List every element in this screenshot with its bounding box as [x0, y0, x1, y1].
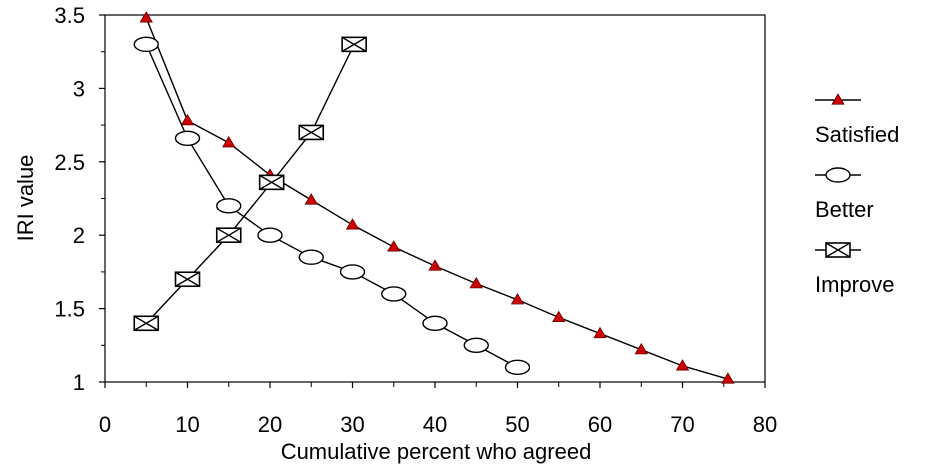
y-axis-title: IRI value — [13, 155, 38, 242]
marker-cross — [259, 174, 285, 190]
legend-marker-better — [825, 167, 851, 183]
x-tick-label: 70 — [670, 412, 694, 437]
data-point-better — [339, 264, 366, 280]
marker-cross — [341, 36, 367, 52]
x-axis-title: Cumulative percent who agreed — [281, 439, 592, 464]
y-tick-label: 1 — [73, 370, 85, 395]
series-improve — [133, 36, 367, 332]
legend-item-satisfied: Satisfied — [815, 93, 899, 147]
data-point-satisfied — [593, 326, 607, 339]
legend-marker-improve — [825, 242, 851, 258]
x-tick-label: 50 — [505, 412, 529, 437]
y-tick-label: 2 — [73, 223, 85, 248]
data-point-satisfied — [180, 113, 195, 126]
data-point-satisfied — [345, 218, 360, 230]
marker-cross — [175, 271, 200, 287]
data-point-better — [381, 286, 407, 302]
data-point-better — [298, 249, 324, 265]
data-point-improve — [298, 124, 325, 141]
series-line-better — [145, 44, 518, 368]
x-tick-label: 40 — [423, 412, 447, 437]
data-point-better — [422, 315, 448, 331]
y-tick-label: 2.5 — [54, 150, 85, 175]
data-point-better — [133, 36, 159, 53]
data-point-improve — [133, 315, 160, 332]
x-tick-label: 30 — [340, 412, 364, 437]
y-tick-label: 3 — [73, 76, 85, 101]
x-tick-label: 80 — [753, 412, 777, 437]
data-point-satisfied — [552, 310, 566, 323]
data-point-improve — [215, 227, 242, 243]
data-series — [133, 11, 735, 384]
data-point-satisfied — [634, 342, 648, 355]
marker-cross — [133, 315, 159, 331]
data-point-better — [504, 359, 531, 376]
legend-label-better: Better — [815, 197, 874, 222]
data-point-satisfied — [469, 276, 483, 289]
marker-cross — [216, 227, 242, 243]
data-point-satisfied — [222, 135, 236, 148]
data-point-satisfied — [510, 293, 525, 305]
legend-item-better: Better — [815, 167, 874, 222]
data-point-satisfied — [721, 372, 735, 384]
data-point-better — [174, 130, 201, 147]
legend: Satisfied Better Improve — [815, 93, 899, 297]
series-better — [133, 36, 531, 376]
x-tick-label: 20 — [258, 412, 282, 437]
data-point-satisfied — [139, 11, 153, 23]
x-tick-label: 0 — [99, 412, 111, 437]
data-point-satisfied — [675, 359, 690, 371]
y-tick-label: 3.5 — [54, 3, 85, 28]
legend-label-improve: Improve — [815, 272, 894, 297]
data-point-satisfied — [304, 193, 318, 205]
x-tick-label: 60 — [588, 412, 612, 437]
legend-marker-satisfied — [831, 93, 845, 105]
axis-ticks — [99, 14, 766, 388]
data-point-improve — [341, 36, 367, 53]
data-point-better — [257, 227, 283, 243]
data-point-improve — [174, 271, 201, 288]
x-tick-label: 10 — [175, 412, 199, 437]
y-tick-label: 1.5 — [54, 297, 85, 322]
legend-label-satisfied: Satisfied — [815, 122, 899, 147]
data-point-satisfied — [428, 259, 442, 271]
data-point-better — [216, 198, 242, 214]
legend-item-improve: Improve — [815, 242, 894, 297]
y-tick-labels: 1 1.5 2 2.5 3 3.5 — [54, 3, 85, 395]
x-tick-labels: 0 10 20 30 40 50 60 70 80 — [99, 412, 777, 437]
data-point-better — [463, 337, 489, 353]
marker-cross — [825, 242, 851, 258]
data-point-satisfied — [387, 240, 401, 252]
series-satisfied — [139, 11, 735, 384]
marker-cross — [298, 124, 324, 141]
data-point-improve — [258, 174, 285, 191]
